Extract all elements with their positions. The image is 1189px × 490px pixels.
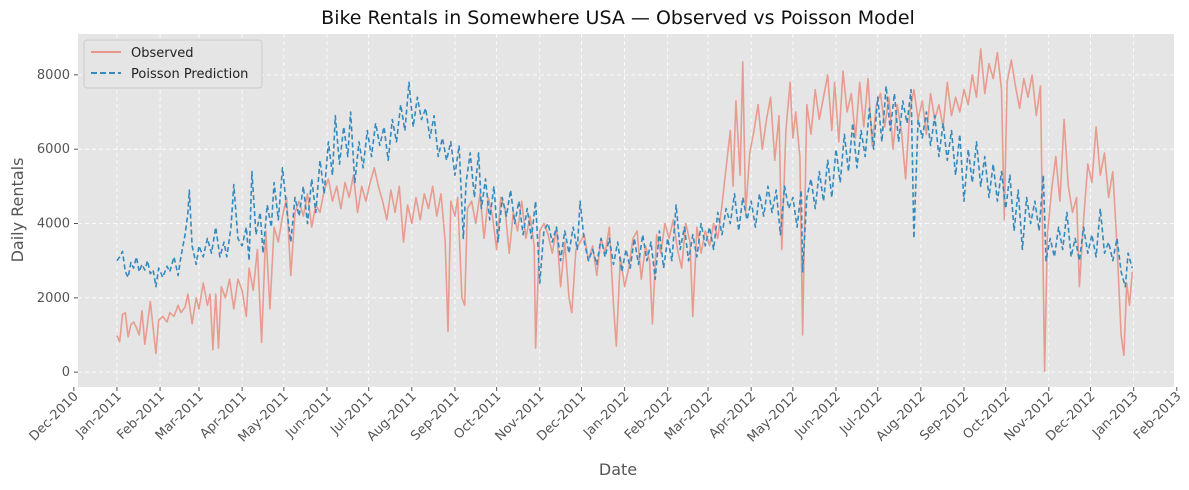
legend-label-observed: Observed: [131, 46, 194, 61]
legend-label-poisson-prediction: Poisson Prediction: [131, 67, 248, 82]
x-tick-label: Dec-2010: [27, 389, 82, 444]
series-line-observed: [116, 48, 1134, 373]
y-tick-label: 0: [62, 365, 70, 380]
chart-title: Bike Rentals in Somewhere USA — Observed…: [321, 7, 915, 29]
y-tick-label: 6000: [37, 142, 70, 157]
series-lines: [116, 48, 1134, 373]
y-tick-label: 4000: [37, 217, 70, 232]
x-tick-label: Jun-2011: [282, 389, 334, 441]
series-line-poisson-prediction: [116, 81, 1134, 288]
legend-box: [83, 39, 263, 89]
legend: Observed Poisson Prediction: [83, 39, 263, 89]
x-tick-label: Jun-2012: [791, 389, 843, 441]
y-axis-title: Daily Rentals: [8, 158, 27, 263]
x-axis-title: Date: [599, 460, 637, 479]
y-tick-label: 8000: [37, 68, 70, 83]
x-tick-label: Feb-2013: [1131, 389, 1185, 443]
y-tick-label: 2000: [37, 291, 70, 306]
